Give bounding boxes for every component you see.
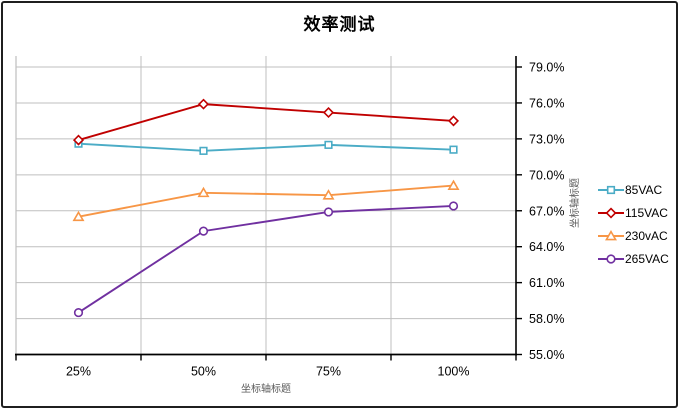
x-tick-label: 25% xyxy=(66,365,91,379)
legend-item-230vac: 230vAC xyxy=(598,224,669,247)
legend-label: 230vAC xyxy=(625,228,668,243)
legend-label: 115VAC xyxy=(625,205,668,220)
y-tick-label: 76.0% xyxy=(529,96,564,110)
legend-item-115vac: 115VAC xyxy=(598,201,669,224)
chart-frame: 效率测试 79.0% 76.0% 73.0% 70.0% 67.0% 64.0% 61.0%… xyxy=(1,1,678,408)
legend: 85VAC 115VAC 230vAC 265VAC xyxy=(598,178,669,270)
y-tick-label: 79.0% xyxy=(529,61,564,75)
legend-item-85vac: 85VAC xyxy=(598,178,669,201)
axes xyxy=(15,56,522,361)
series-115vac xyxy=(72,98,460,146)
x-tick-labels: 25% 50% 75% 100% xyxy=(66,365,470,379)
square-marker-icon xyxy=(598,185,624,194)
chart-title: 效率测试 xyxy=(303,15,376,34)
x-tick-label: 100% xyxy=(438,365,470,379)
series-230vac xyxy=(72,179,460,222)
series-265vac xyxy=(73,201,459,318)
x-axis-title: 坐标轴标题 xyxy=(241,384,291,395)
y-tick-label: 58.0% xyxy=(529,312,564,326)
y-tick-label: 73.0% xyxy=(529,132,564,146)
legend-item-265vac: 265VAC xyxy=(598,247,669,270)
x-tick-label: 50% xyxy=(191,365,216,379)
y-tick-label: 70.0% xyxy=(529,168,564,182)
y-tick-label: 67.0% xyxy=(529,204,564,218)
circle-marker-icon xyxy=(598,253,624,264)
legend-label: 265VAC xyxy=(625,251,669,266)
y-tick-label: 61.0% xyxy=(529,276,564,290)
series-85vac xyxy=(74,139,458,155)
y-axis-title: 坐标轴标题 xyxy=(570,178,581,228)
y-tick-label: 55.0% xyxy=(529,348,564,362)
y-tick-label: 64.0% xyxy=(529,240,564,254)
diamond-marker-icon xyxy=(598,206,624,219)
vertical-gridlines xyxy=(140,56,392,355)
x-tick-label: 75% xyxy=(316,365,341,379)
legend-label: 85VAC xyxy=(625,182,663,197)
triangle-marker-icon xyxy=(598,229,624,240)
plot-area: 79.0% 76.0% 73.0% 70.0% 67.0% 64.0% 61.0% 58.0%… xyxy=(15,56,564,379)
y-tick-labels: 79.0% 76.0% 73.0% 70.0% 67.0% 64.0% 61.0% 58.0%… xyxy=(529,61,564,363)
